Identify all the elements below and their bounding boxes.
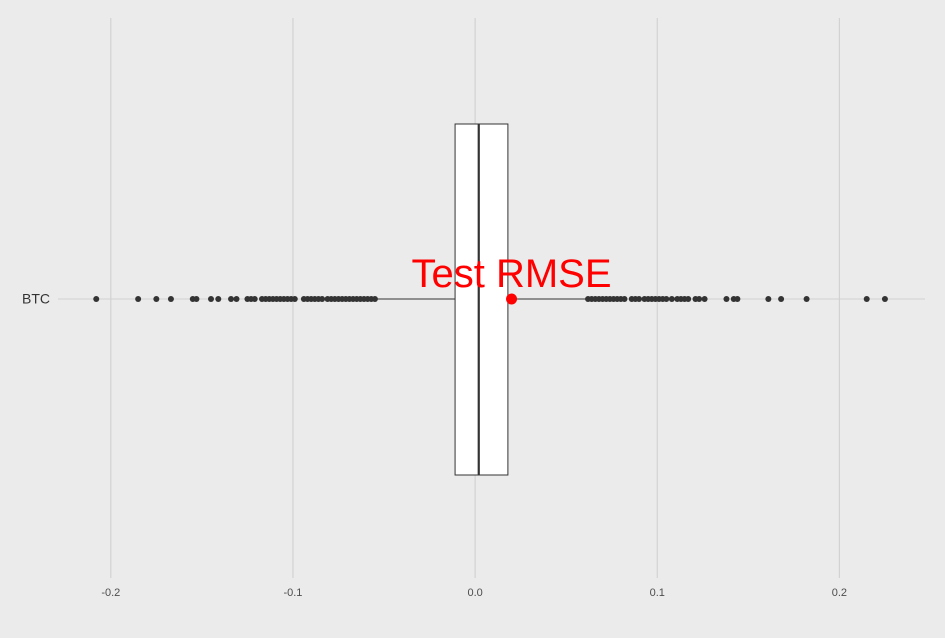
outlier-point (251, 296, 258, 302)
outlier-point (723, 296, 730, 302)
outlier-point (863, 296, 870, 302)
test-rmse-point (506, 293, 518, 305)
x-tick-label: 0.0 (467, 587, 482, 599)
outlier-point (153, 296, 160, 302)
outlier-point (778, 296, 785, 302)
outlier-point (371, 296, 378, 302)
outlier-point (135, 296, 142, 302)
outlier-point (668, 296, 675, 302)
outlier-point (193, 296, 200, 302)
outlier-point (319, 296, 326, 302)
outlier-point (636, 296, 643, 302)
box-iqr (454, 123, 509, 476)
outlier-point (685, 296, 692, 302)
x-tick-label: 0.1 (650, 587, 665, 599)
outlier-point (765, 296, 772, 302)
outlier-point (701, 296, 708, 302)
outlier-point (215, 296, 222, 302)
outlier-point (208, 296, 214, 302)
test-rmse-annotation: Test RMSE (412, 252, 612, 296)
outlier-point (93, 296, 100, 302)
outlier-point (881, 296, 888, 302)
outlier-point (621, 296, 628, 302)
outlier-point (696, 296, 703, 302)
x-axis: -0.2 -0.1 0.0 0.1 0.2 (101, 587, 847, 599)
plot-area (93, 123, 888, 476)
outlier-point (734, 296, 741, 302)
outlier-point (803, 296, 810, 302)
x-tick-label: -0.1 (283, 587, 302, 599)
x-tick-label: -0.2 (101, 587, 120, 599)
outlier-point (228, 296, 235, 302)
outlier-point (663, 296, 670, 302)
category-label-btc: BTC (22, 291, 50, 307)
outlier-point (233, 296, 240, 302)
x-tick-label: 0.2 (832, 587, 847, 599)
outlier-point (167, 296, 174, 302)
outlier-point (291, 296, 298, 302)
